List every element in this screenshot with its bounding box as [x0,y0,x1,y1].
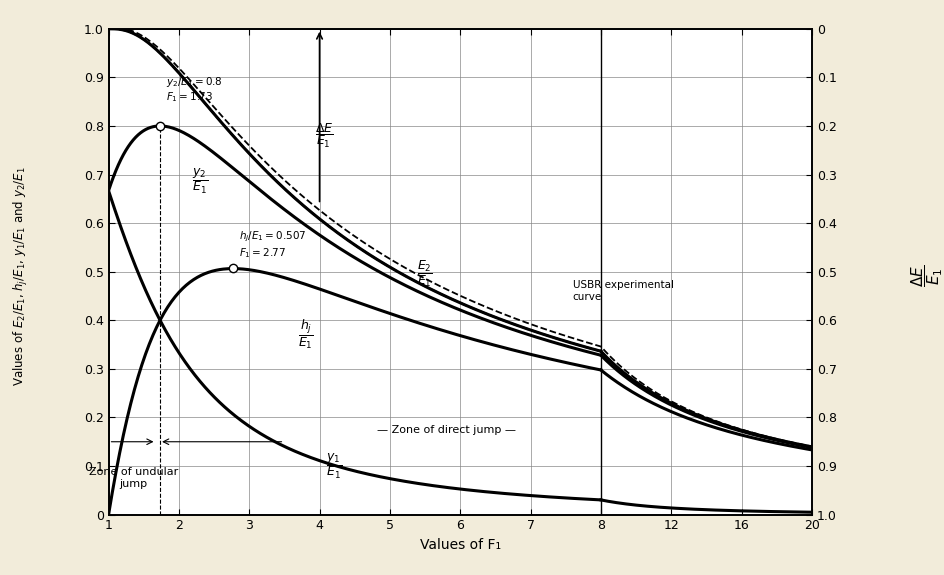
X-axis label: Values of F₁: Values of F₁ [420,538,500,552]
Text: $\dfrac{\Delta E}{E_1}$: $\dfrac{\Delta E}{E_1}$ [315,122,333,150]
Text: USBR experimental
curve: USBR experimental curve [573,281,674,302]
Text: $h_j/E_1 = 0.507$
$F_1= 2.77$: $h_j/E_1 = 0.507$ $F_1= 2.77$ [239,230,306,260]
Text: $y_2/E_1=0.8$
$F_1=1.73$: $y_2/E_1=0.8$ $F_1=1.73$ [165,75,222,105]
Text: — Zone of direct jump —: — Zone of direct jump — [377,424,515,435]
Text: $\dfrac{E_2}{E_1}$: $\dfrac{E_2}{E_1}$ [417,259,433,289]
Text: Values of $E_2/E_1$, $h_j/E_1$, $y_1/E_1$ and $y_2/E_1$: Values of $E_2/E_1$, $h_j/E_1$, $y_1/E_1… [11,166,30,386]
Text: $\dfrac{y_1}{E_1}$: $\dfrac{y_1}{E_1}$ [326,451,342,481]
Text: Zone of undular
jump: Zone of undular jump [89,467,177,489]
Text: $\dfrac{\Delta E}{E_1}$: $\dfrac{\Delta E}{E_1}$ [909,265,944,287]
Text: $\dfrac{y_2}{E_1}$: $\dfrac{y_2}{E_1}$ [192,167,208,196]
Text: $\dfrac{h_j}{E_1}$: $\dfrac{h_j}{E_1}$ [297,318,313,351]
